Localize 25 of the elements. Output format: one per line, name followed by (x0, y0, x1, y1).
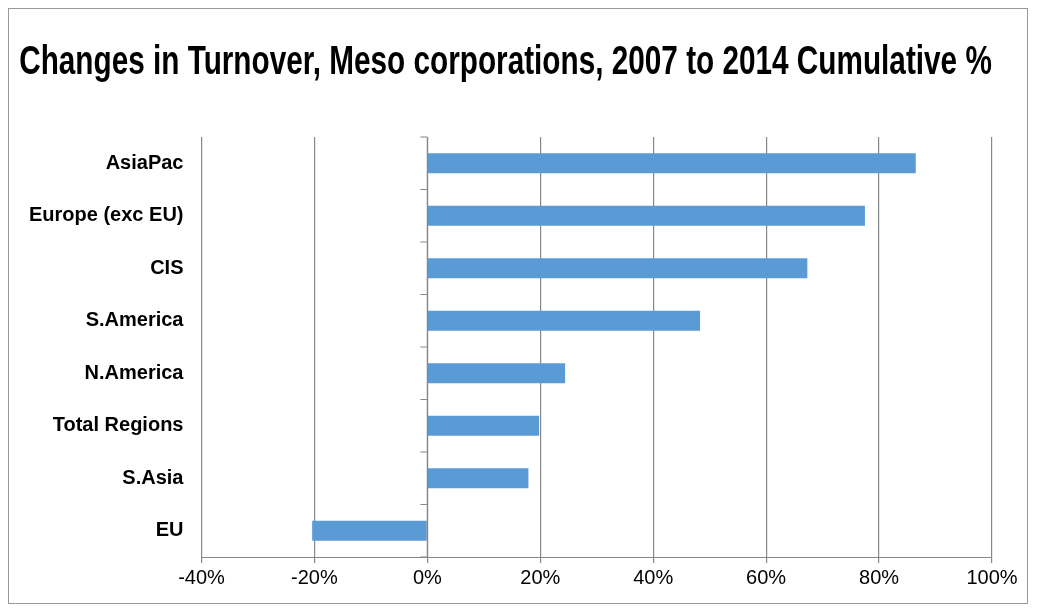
y-tick-label: S.Asia (122, 465, 185, 488)
bar (427, 153, 916, 174)
x-tick-label: -40% (178, 565, 226, 588)
y-tick-label: N.America (84, 360, 185, 383)
y-tick-label: Total Regions (52, 413, 184, 436)
y-tick-label: S.America (85, 308, 185, 331)
x-tick-label: 40% (633, 565, 674, 588)
x-tick-label: 0% (412, 565, 443, 588)
y-tick-label: EU (155, 518, 184, 541)
bar (427, 415, 540, 436)
y-tick-label: AsiaPac (105, 150, 184, 173)
x-tick-label: 60% (746, 565, 787, 588)
bar (427, 363, 566, 384)
bar (427, 258, 808, 279)
x-tick-label: 80% (859, 565, 900, 588)
bar (427, 205, 865, 226)
y-tick-label: Europe (exc EU) (29, 203, 184, 226)
bar (427, 468, 529, 489)
y-tick-label: CIS (150, 255, 184, 278)
x-tick-label: 20% (520, 565, 561, 588)
bar (427, 310, 701, 331)
bar (312, 520, 427, 541)
chart-title: Changes in Turnover, Meso corporations, 2007 to 2014 Cumulative % (19, 37, 992, 82)
x-tick-label: 100% (966, 565, 1018, 588)
x-tick-label: -20% (291, 565, 338, 588)
